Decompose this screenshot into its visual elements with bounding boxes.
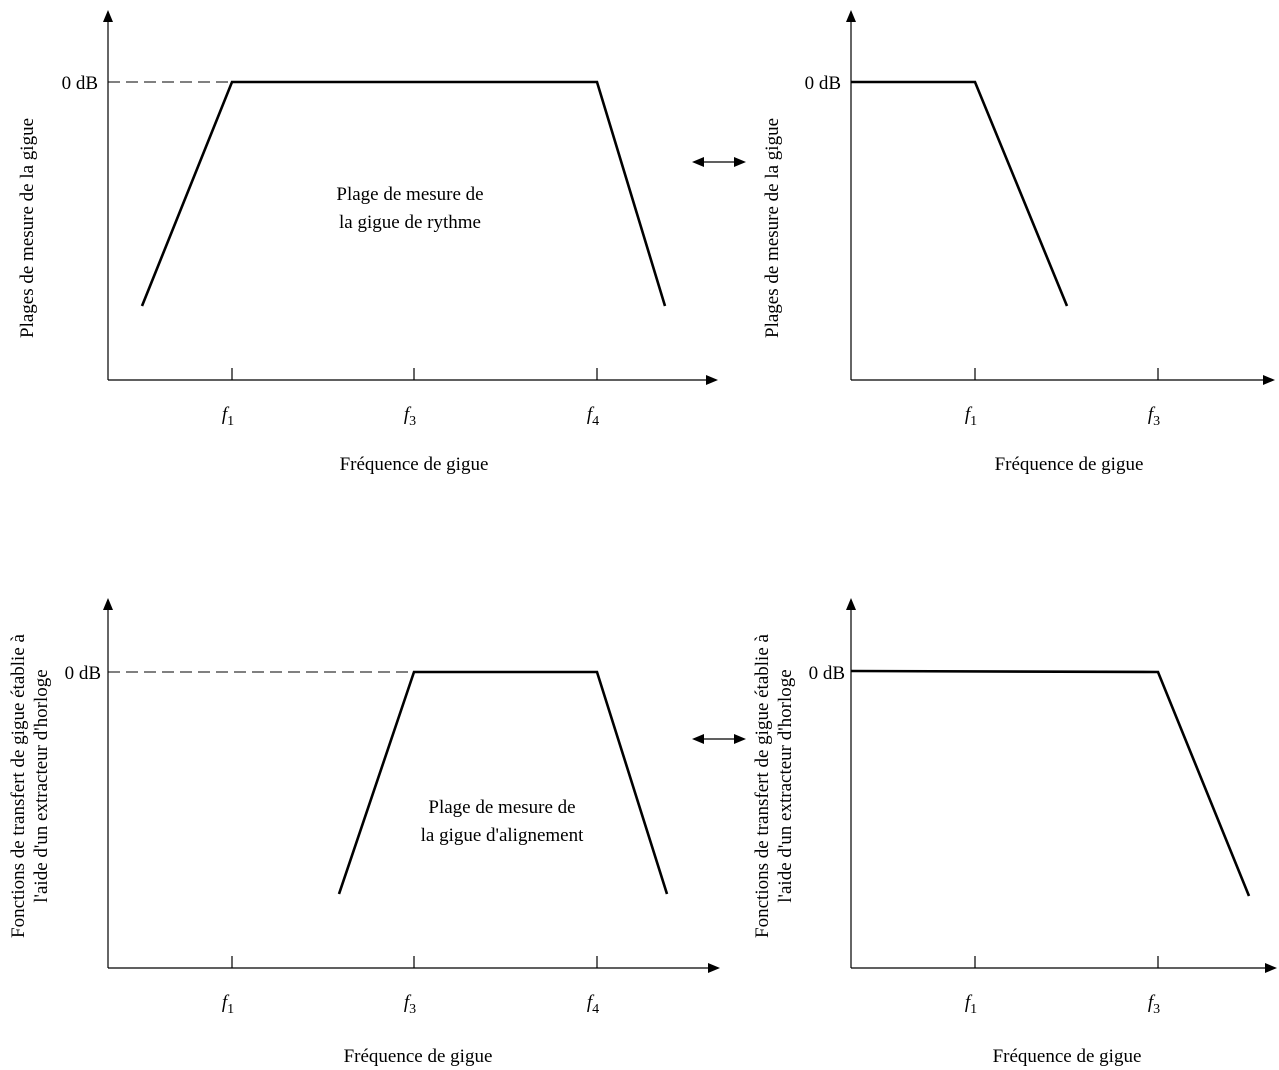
zero-db-label: 0 dB — [62, 73, 98, 94]
tick-label-f3: f3 — [1148, 404, 1160, 429]
y-axis-label-line1: Fonctions de transfert de gigue établie … — [752, 633, 773, 937]
y-axis-label: Plages de mesure de la gigue — [762, 118, 783, 338]
region-label-line1: Plage de mesure de — [336, 184, 483, 205]
tick-label-f1: f1 — [965, 992, 977, 1017]
panel-top-right: 0 dB f1 f3 Fréquence de gigue Plages de … — [762, 10, 1275, 475]
tick-label-f3: f3 — [1148, 992, 1160, 1017]
tick-label-f1: f1 — [222, 404, 234, 429]
jitter-range-curve — [140, 80, 667, 307]
region-label-line1: Plage de mesure de — [428, 797, 575, 818]
tick-label-f1: f1 — [222, 992, 234, 1017]
jitter-transfer-curve — [850, 669, 1251, 897]
x-axis-label: Fréquence de gigue — [340, 454, 489, 475]
zero-db-label: 0 dB — [809, 663, 845, 684]
panel-bottom-left: 0 dB f1 f3 f4 Fréquence de gigue Fonctio… — [8, 598, 720, 1067]
x-axis-label: Fréquence de gigue — [344, 1046, 493, 1067]
jitter-range-curve — [851, 80, 1069, 307]
tick-label-f3: f3 — [404, 992, 416, 1017]
y-axis-label-line2: l'aide d'un extracteur d'horloge — [31, 669, 52, 902]
x-axis-label: Fréquence de gigue — [995, 454, 1144, 475]
panel-top-left: 0 dB f1 f3 f4 Fréquence de gigue Plages … — [17, 10, 718, 475]
zero-db-label: 0 dB — [805, 73, 841, 94]
tick-label-f3: f3 — [404, 404, 416, 429]
tick-label-f4: f4 — [587, 992, 599, 1017]
x-axis-label: Fréquence de gigue — [993, 1046, 1142, 1067]
tick-label-f4: f4 — [587, 404, 599, 429]
jitter-transfer-curve — [337, 670, 669, 895]
region-label-line2: la gigue de rythme — [339, 212, 481, 233]
y-axis-label-line1: Fonctions de transfert de gigue établie … — [8, 633, 29, 937]
region-label-line2: la gigue d'alignement — [421, 825, 584, 846]
zero-db-label: 0 dB — [65, 663, 101, 684]
y-axis-label-line2: l'aide d'un extracteur d'horloge — [775, 669, 796, 902]
tick-label-f1: f1 — [965, 404, 977, 429]
panel-bottom-right: 0 dB f1 f3 Fréquence de gigue Fonctions … — [752, 598, 1277, 1067]
y-axis-label: Plages de mesure de la gigue — [17, 118, 38, 338]
